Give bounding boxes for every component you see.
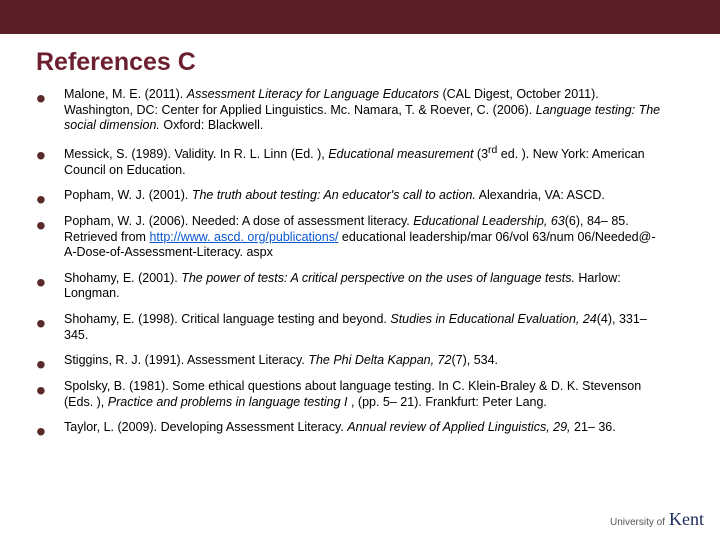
reference-item: Taylor, L. (2009). Developing Assessment… — [36, 420, 664, 436]
logo-name: Kent — [669, 509, 704, 530]
reference-item: Spolsky, B. (1981). Some ethical questio… — [36, 379, 664, 410]
reference-text: Assessment Literacy for Language Educato… — [187, 87, 443, 101]
top-bar — [0, 0, 720, 34]
content-area: Malone, M. E. (2011). Assessment Literac… — [0, 87, 720, 436]
reference-text: Malone, M. E. (2011). — [64, 87, 187, 101]
reference-item: Stiggins, R. J. (1991). Assessment Liter… — [36, 353, 664, 369]
reference-text: (3 — [477, 147, 488, 161]
reference-text: 21– 36. — [571, 420, 616, 434]
reference-list: Malone, M. E. (2011). Assessment Literac… — [36, 87, 664, 436]
slide: References C Malone, M. E. (2011). Asses… — [0, 0, 720, 540]
reference-text: Stiggins, R. J. (1991). Assessment Liter… — [64, 353, 308, 367]
reference-text: Shohamy, E. (2001). — [64, 271, 181, 285]
logo-label: University of — [610, 517, 665, 528]
reference-text: Practice and problems in language testin… — [108, 395, 348, 409]
reference-text: Alexandria, VA: ASCD. — [476, 188, 605, 202]
reference-link[interactable]: http://www. ascd. org/publications/ — [149, 230, 338, 244]
reference-text: rd — [488, 145, 497, 156]
reference-item: Messick, S. (1989). Validity. In R. L. L… — [36, 144, 664, 178]
reference-text: Studies in Educational Evaluation, 24 — [390, 312, 596, 326]
reference-item: Popham, W. J. (2001). The truth about te… — [36, 188, 664, 204]
reference-text: Educational Leadership, 63 — [413, 214, 565, 228]
reference-item: Malone, M. E. (2011). Assessment Literac… — [36, 87, 664, 134]
university-logo: University of Kent — [610, 509, 704, 530]
reference-text: Popham, W. J. (2006). Needed: A dose of … — [64, 214, 413, 228]
reference-text: Oxford: Blackwell. — [160, 118, 264, 132]
reference-item: Popham, W. J. (2006). Needed: A dose of … — [36, 214, 664, 261]
reference-item: Shohamy, E. (1998). Critical language te… — [36, 312, 664, 343]
reference-text: Taylor, L. (2009). Developing Assessment… — [64, 420, 347, 434]
slide-title: References C — [36, 48, 720, 77]
reference-text: , (pp. 5– 21). Frankfurt: Peter Lang. — [348, 395, 547, 409]
reference-text: Educational measurement — [328, 147, 477, 161]
reference-text: (7), 534. — [451, 353, 498, 367]
reference-text: The power of tests: A critical perspecti… — [181, 271, 575, 285]
reference-text: Popham, W. J. (2001). — [64, 188, 192, 202]
reference-text: The truth about testing: An educator's c… — [192, 188, 476, 202]
reference-text: Shohamy, E. (1998). Critical language te… — [64, 312, 390, 326]
reference-text: Messick, S. (1989). Validity. In R. L. L… — [64, 147, 328, 161]
reference-item: Shohamy, E. (2001). The power of tests: … — [36, 271, 664, 302]
reference-text: Annual review of Applied Linguistics, 29… — [347, 420, 570, 434]
reference-text: The Phi Delta Kappan, 72 — [308, 353, 451, 367]
